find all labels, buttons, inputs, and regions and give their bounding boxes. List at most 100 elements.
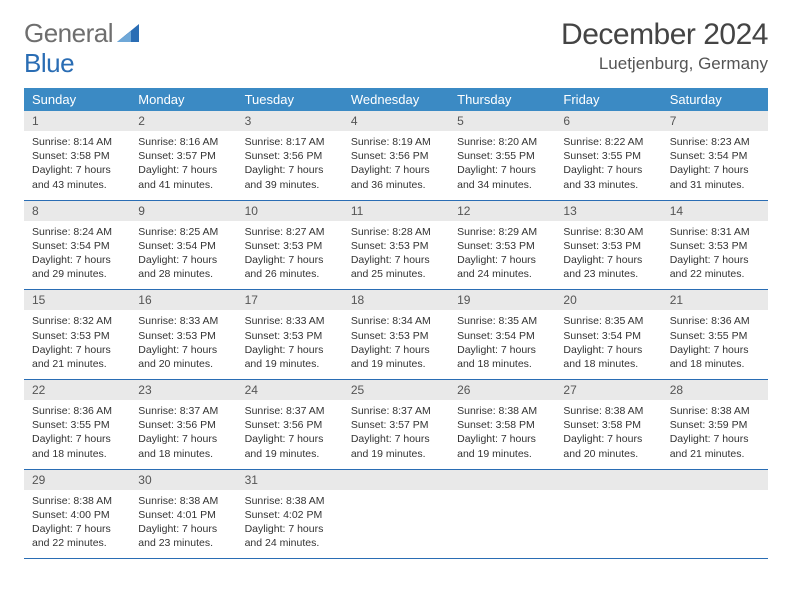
daylight-line: Daylight: 7 hours and 21 minutes. bbox=[670, 432, 760, 460]
sunset-line: Sunset: 3:53 PM bbox=[351, 239, 441, 253]
day-cell: Sunrise: 8:28 AMSunset: 3:53 PMDaylight:… bbox=[343, 221, 449, 290]
day-cell: Sunrise: 8:17 AMSunset: 3:56 PMDaylight:… bbox=[237, 131, 343, 200]
day-number: 16 bbox=[130, 290, 236, 310]
daynum-row: 15161718192021 bbox=[24, 290, 768, 311]
sunrise-line: Sunrise: 8:24 AM bbox=[32, 225, 122, 239]
sunset-line: Sunset: 3:56 PM bbox=[245, 149, 335, 163]
daynum-row: 293031 bbox=[24, 469, 768, 490]
sunset-line: Sunset: 3:58 PM bbox=[32, 149, 122, 163]
day-number: 4 bbox=[343, 111, 449, 131]
day-cell: Sunrise: 8:31 AMSunset: 3:53 PMDaylight:… bbox=[662, 221, 768, 290]
day-number bbox=[555, 470, 661, 490]
daylight-line: Daylight: 7 hours and 34 minutes. bbox=[457, 163, 547, 191]
day-cell: Sunrise: 8:33 AMSunset: 3:53 PMDaylight:… bbox=[237, 310, 343, 379]
month-title: December 2024 bbox=[561, 18, 768, 52]
sunset-line: Sunset: 3:57 PM bbox=[138, 149, 228, 163]
sunrise-line: Sunrise: 8:31 AM bbox=[670, 225, 760, 239]
day-cell: Sunrise: 8:38 AMSunset: 3:58 PMDaylight:… bbox=[555, 400, 661, 469]
sunrise-line: Sunrise: 8:38 AM bbox=[563, 404, 653, 418]
week-row: Sunrise: 8:14 AMSunset: 3:58 PMDaylight:… bbox=[24, 131, 768, 200]
daylight-line: Daylight: 7 hours and 20 minutes. bbox=[138, 343, 228, 371]
daylight-line: Daylight: 7 hours and 23 minutes. bbox=[138, 522, 228, 550]
day-cell: Sunrise: 8:27 AMSunset: 3:53 PMDaylight:… bbox=[237, 221, 343, 290]
sunrise-line: Sunrise: 8:20 AM bbox=[457, 135, 547, 149]
sunrise-line: Sunrise: 8:25 AM bbox=[138, 225, 228, 239]
daylight-line: Daylight: 7 hours and 25 minutes. bbox=[351, 253, 441, 281]
daynum-row: 1234567 bbox=[24, 111, 768, 131]
sunrise-line: Sunrise: 8:16 AM bbox=[138, 135, 228, 149]
sunset-line: Sunset: 3:55 PM bbox=[32, 418, 122, 432]
day-number: 30 bbox=[130, 470, 236, 490]
day-number: 6 bbox=[555, 111, 661, 131]
daylight-line: Daylight: 7 hours and 18 minutes. bbox=[138, 432, 228, 460]
daylight-line: Daylight: 7 hours and 28 minutes. bbox=[138, 253, 228, 281]
weekday-header: Wednesday bbox=[343, 88, 449, 111]
daynum-row: 891011121314 bbox=[24, 200, 768, 221]
day-number: 29 bbox=[24, 470, 130, 490]
day-number: 28 bbox=[662, 380, 768, 400]
sunset-line: Sunset: 3:55 PM bbox=[670, 329, 760, 343]
daylight-line: Daylight: 7 hours and 19 minutes. bbox=[245, 432, 335, 460]
location-label: Luetjenburg, Germany bbox=[561, 54, 768, 74]
day-number: 17 bbox=[237, 290, 343, 310]
day-number: 13 bbox=[555, 201, 661, 221]
week-row: Sunrise: 8:32 AMSunset: 3:53 PMDaylight:… bbox=[24, 310, 768, 379]
day-number: 18 bbox=[343, 290, 449, 310]
daylight-line: Daylight: 7 hours and 20 minutes. bbox=[563, 432, 653, 460]
day-cell: Sunrise: 8:38 AMSunset: 4:01 PMDaylight:… bbox=[130, 490, 236, 559]
weekday-header: Thursday bbox=[449, 88, 555, 111]
day-cell: Sunrise: 8:25 AMSunset: 3:54 PMDaylight:… bbox=[130, 221, 236, 290]
daylight-line: Daylight: 7 hours and 22 minutes. bbox=[32, 522, 122, 550]
sunset-line: Sunset: 3:54 PM bbox=[32, 239, 122, 253]
sunset-line: Sunset: 3:53 PM bbox=[32, 329, 122, 343]
day-cell: Sunrise: 8:38 AMSunset: 4:02 PMDaylight:… bbox=[237, 490, 343, 559]
daylight-line: Daylight: 7 hours and 43 minutes. bbox=[32, 163, 122, 191]
sunset-line: Sunset: 3:53 PM bbox=[351, 329, 441, 343]
day-cell: Sunrise: 8:36 AMSunset: 3:55 PMDaylight:… bbox=[662, 310, 768, 379]
sunrise-line: Sunrise: 8:29 AM bbox=[457, 225, 547, 239]
sunrise-line: Sunrise: 8:28 AM bbox=[351, 225, 441, 239]
sunrise-line: Sunrise: 8:17 AM bbox=[245, 135, 335, 149]
sunrise-line: Sunrise: 8:33 AM bbox=[245, 314, 335, 328]
day-number: 1 bbox=[24, 111, 130, 131]
weekday-header: Saturday bbox=[662, 88, 768, 111]
day-number: 9 bbox=[130, 201, 236, 221]
sunrise-line: Sunrise: 8:22 AM bbox=[563, 135, 653, 149]
day-number: 5 bbox=[449, 111, 555, 131]
daylight-line: Daylight: 7 hours and 18 minutes. bbox=[32, 432, 122, 460]
sunset-line: Sunset: 3:55 PM bbox=[563, 149, 653, 163]
sunset-line: Sunset: 3:53 PM bbox=[563, 239, 653, 253]
week-row: Sunrise: 8:36 AMSunset: 3:55 PMDaylight:… bbox=[24, 400, 768, 469]
sunset-line: Sunset: 3:59 PM bbox=[670, 418, 760, 432]
sunset-line: Sunset: 3:58 PM bbox=[563, 418, 653, 432]
day-cell: Sunrise: 8:37 AMSunset: 3:56 PMDaylight:… bbox=[130, 400, 236, 469]
week-row: Sunrise: 8:24 AMSunset: 3:54 PMDaylight:… bbox=[24, 221, 768, 290]
sunset-line: Sunset: 3:56 PM bbox=[245, 418, 335, 432]
sunrise-line: Sunrise: 8:23 AM bbox=[670, 135, 760, 149]
daylight-line: Daylight: 7 hours and 22 minutes. bbox=[670, 253, 760, 281]
sunset-line: Sunset: 3:54 PM bbox=[670, 149, 760, 163]
logo-triangle-icon bbox=[117, 24, 139, 42]
day-number: 27 bbox=[555, 380, 661, 400]
weekday-header-row: Sunday Monday Tuesday Wednesday Thursday… bbox=[24, 88, 768, 111]
sunrise-line: Sunrise: 8:36 AM bbox=[670, 314, 760, 328]
sunrise-line: Sunrise: 8:37 AM bbox=[138, 404, 228, 418]
daylight-line: Daylight: 7 hours and 29 minutes. bbox=[32, 253, 122, 281]
weekday-header: Monday bbox=[130, 88, 236, 111]
sunrise-line: Sunrise: 8:38 AM bbox=[245, 494, 335, 508]
sunrise-line: Sunrise: 8:27 AM bbox=[245, 225, 335, 239]
daylight-line: Daylight: 7 hours and 31 minutes. bbox=[670, 163, 760, 191]
daylight-line: Daylight: 7 hours and 21 minutes. bbox=[32, 343, 122, 371]
sunset-line: Sunset: 3:55 PM bbox=[457, 149, 547, 163]
day-cell: Sunrise: 8:24 AMSunset: 3:54 PMDaylight:… bbox=[24, 221, 130, 290]
day-cell bbox=[449, 490, 555, 552]
daylight-line: Daylight: 7 hours and 19 minutes. bbox=[351, 343, 441, 371]
logo: General bbox=[24, 18, 141, 49]
sunset-line: Sunset: 3:57 PM bbox=[351, 418, 441, 432]
logo-text-2: Blue bbox=[24, 48, 74, 79]
day-number: 10 bbox=[237, 201, 343, 221]
day-number: 22 bbox=[24, 380, 130, 400]
sunrise-line: Sunrise: 8:30 AM bbox=[563, 225, 653, 239]
logo-text-1: General bbox=[24, 18, 113, 49]
sunset-line: Sunset: 3:54 PM bbox=[563, 329, 653, 343]
